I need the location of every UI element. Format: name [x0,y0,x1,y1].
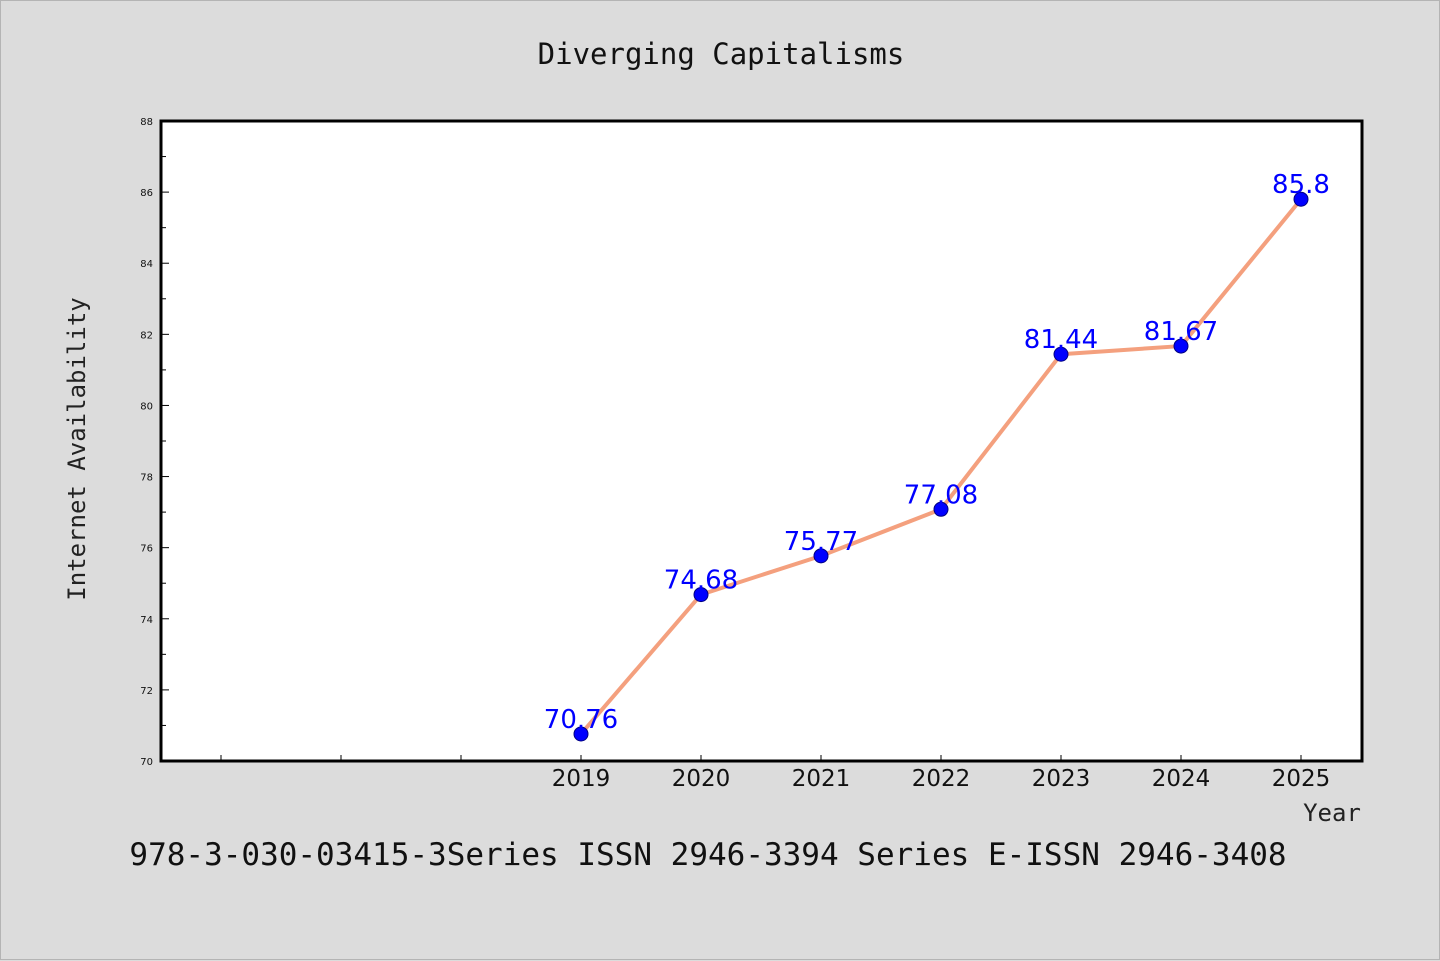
x-axis: 2019 2020 2021 2022 2023 2024 2025 [220,755,1331,792]
data-point [1173,338,1189,354]
y-tick-label: 86 [140,188,153,199]
y-tick-label: 84 [140,259,153,270]
x-tick-label: 2020 [672,766,731,792]
data-label: 77.08 [904,480,978,510]
y-tick-label: 70 [140,757,153,768]
x-tick-label: 2021 [792,766,851,792]
y-tick-label: 80 [140,401,153,412]
data-label: 81.67 [1144,317,1218,347]
footer-text: 978-3-030-03415-3Series ISSN 2946-3394 S… [129,837,1286,873]
plot-area [161,121,1362,761]
chart-title: Diverging Capitalisms [538,37,905,71]
y-tick-label: 82 [140,330,153,341]
x-tick-label: 2023 [1032,766,1091,792]
x-tick-label: 2025 [1272,766,1331,792]
data-label: 75.77 [784,527,858,557]
y-axis: 70 72 74 76 78 80 82 84 86 88 [140,117,169,768]
data-label: 74.68 [664,566,738,596]
data-labels: 70.76 74.68 75.77 77.08 81.44 81.67 85.8 [544,170,1330,735]
data-point [813,548,829,564]
data-label: 81.44 [1024,325,1098,355]
y-tick-label: 78 [140,473,153,484]
data-point [573,726,589,742]
y-axis-title: Internet Availability [63,297,91,600]
y-tick-label: 88 [140,117,153,128]
x-tick-label: 2022 [912,766,971,792]
data-label: 70.76 [544,705,618,735]
y-tick-label: 74 [140,615,153,626]
data-point [933,501,949,517]
data-label: 85.8 [1272,170,1330,200]
data-point [693,587,709,603]
y-tick-label: 76 [140,544,153,555]
x-tick-label: 2024 [1152,766,1211,792]
x-tick-label: 2019 [552,766,611,792]
y-tick-label: 72 [140,686,153,697]
data-point [1053,346,1069,362]
data-markers [573,191,1309,742]
data-point [1293,191,1309,207]
plot-frame [159,119,1364,763]
x-axis-title: Year [1303,799,1361,827]
